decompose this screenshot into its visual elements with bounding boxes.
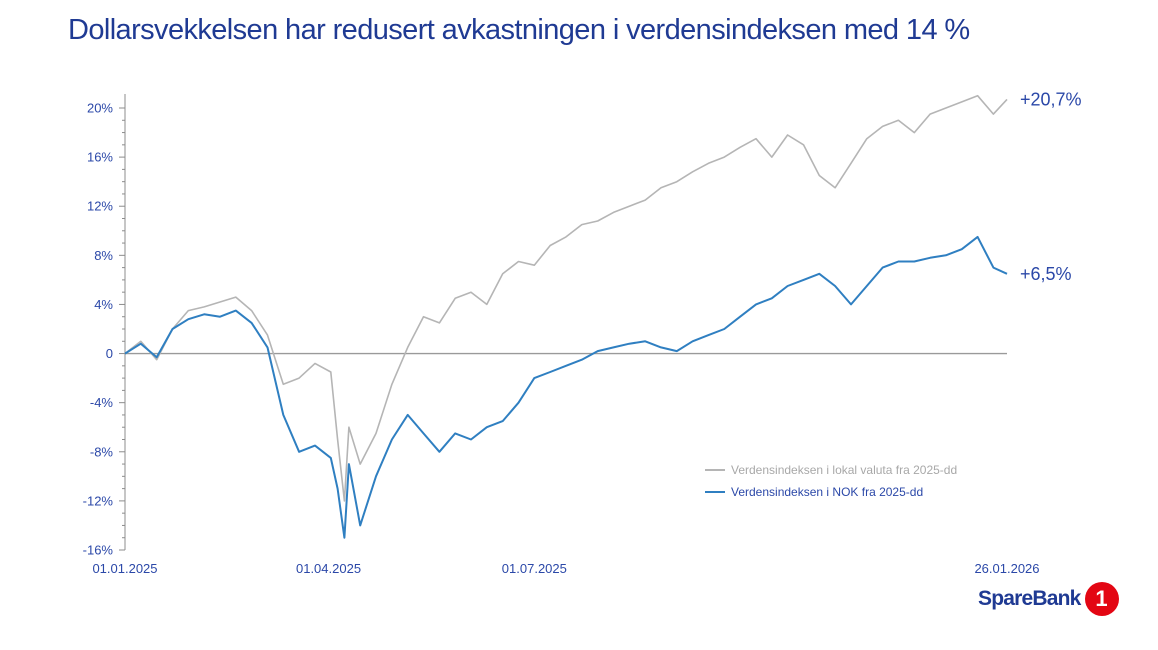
brand-badge-icon: 1 (1084, 582, 1119, 616)
series-line-nok (124, 235, 1008, 539)
y-tick-label: 4% (94, 297, 113, 312)
chart-legend: Verdensindeksen i lokal valuta fra 2025-… (705, 463, 957, 499)
labels-layer: +20,7% +6,5% (1020, 89, 1082, 283)
y-tick-label: 0 (106, 346, 113, 361)
x-tick-label: 01.01.2025 (92, 561, 157, 576)
legend-label: Verdensindeksen i NOK fra 2025-dd (731, 485, 923, 499)
y-tick-label: -12% (83, 493, 114, 508)
y-tick-label: -8% (90, 444, 114, 459)
x-tick-label: 01.04.2025 (296, 561, 361, 576)
y-tick-label: 8% (94, 248, 113, 263)
x-tick-label: 01.07.2025 (502, 561, 567, 576)
y-tick-label: 12% (87, 199, 113, 214)
brand-logo: SpareBank 1 (978, 580, 1119, 618)
y-tick-label: 20% (87, 101, 113, 116)
brand-name: SpareBank (978, 587, 1081, 610)
y-tick-label: -4% (90, 395, 114, 410)
end-label-nok: +6,5% (1020, 264, 1072, 284)
chart-axes: -16% -12% -8% -4% 0 4% 8% 12% 16% 20% 01.01.2025 01… (83, 94, 1040, 576)
legend-label: Verdensindeksen i lokal valuta fra 2025-… (731, 463, 957, 477)
x-tick-label: 26.01.2026 (974, 561, 1039, 576)
series-layer (124, 94, 1008, 539)
series-line-local (124, 94, 1008, 502)
chart-title: Dollarsvekkelsen har redusert avkastning… (68, 14, 970, 46)
end-label-local: +20,7% (1020, 89, 1082, 109)
y-tick-label: 16% (87, 150, 113, 165)
y-tick-label: -16% (83, 543, 114, 558)
